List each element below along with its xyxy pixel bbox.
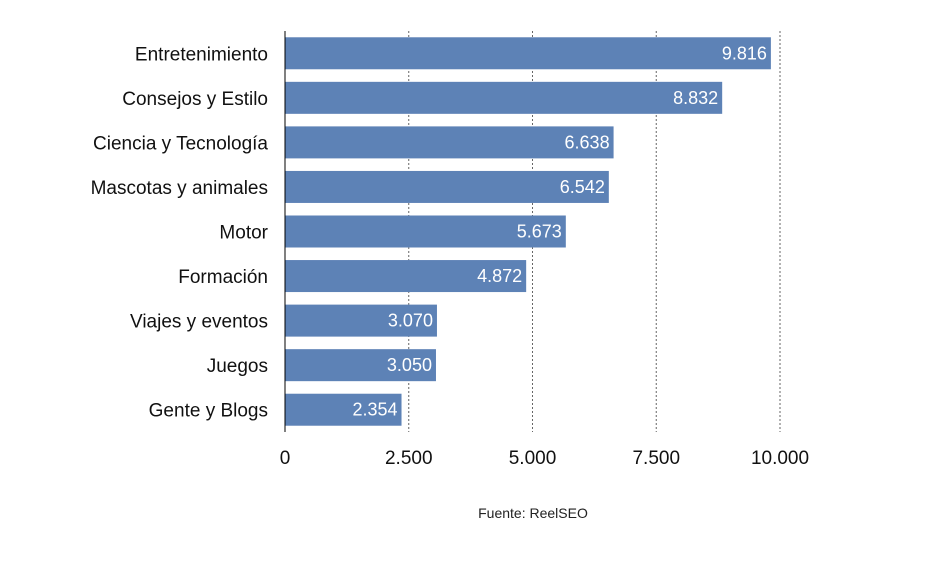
data-label: 2.354 xyxy=(352,400,397,420)
data-label: 3.070 xyxy=(388,311,433,331)
x-tick-label: 10.000 xyxy=(751,448,809,469)
category-label: Juegos xyxy=(207,356,268,377)
bar xyxy=(285,81,723,114)
bar xyxy=(285,126,614,159)
x-tick-label: 5.000 xyxy=(509,448,557,469)
category-label: Consejos y Estilo xyxy=(122,89,268,110)
data-label: 9.816 xyxy=(722,43,767,63)
category-labels: Entretenimiento Consejos y Estilo Ciencia … xyxy=(91,44,269,421)
category-label: Mascotas y animales xyxy=(91,178,268,199)
data-label: 5.673 xyxy=(517,222,562,242)
bar xyxy=(285,215,566,248)
category-label: Formación xyxy=(178,267,268,288)
bar xyxy=(285,260,527,293)
source-note: Fuente: ReelSEO xyxy=(478,505,588,521)
data-label: 8.832 xyxy=(673,88,718,108)
bar xyxy=(285,393,402,426)
data-label: 6.638 xyxy=(565,132,610,152)
x-tick-label: 2.500 xyxy=(385,448,433,469)
data-label: 6.542 xyxy=(560,177,605,197)
bar xyxy=(285,170,609,203)
x-tick-label: 0 xyxy=(280,448,291,469)
bars: 9.816 8.832 6.638 6.542 5.673 4.872 3.070 3.050… xyxy=(285,37,771,426)
x-tick-label: 7.500 xyxy=(632,448,680,469)
data-label: 3.050 xyxy=(387,355,432,375)
category-label: Motor xyxy=(219,223,268,244)
category-label: Ciencia y Tecnología xyxy=(93,133,268,154)
x-tick-labels: 0 2.500 5.000 7.500 10.000 xyxy=(280,448,809,469)
category-label: Entretenimiento xyxy=(135,44,268,65)
bar xyxy=(285,37,771,70)
data-label: 4.872 xyxy=(477,266,522,286)
bar xyxy=(285,304,437,337)
category-label: Gente y Blogs xyxy=(149,401,268,422)
category-label: Viajes y eventos xyxy=(130,312,268,333)
bar xyxy=(285,349,436,382)
